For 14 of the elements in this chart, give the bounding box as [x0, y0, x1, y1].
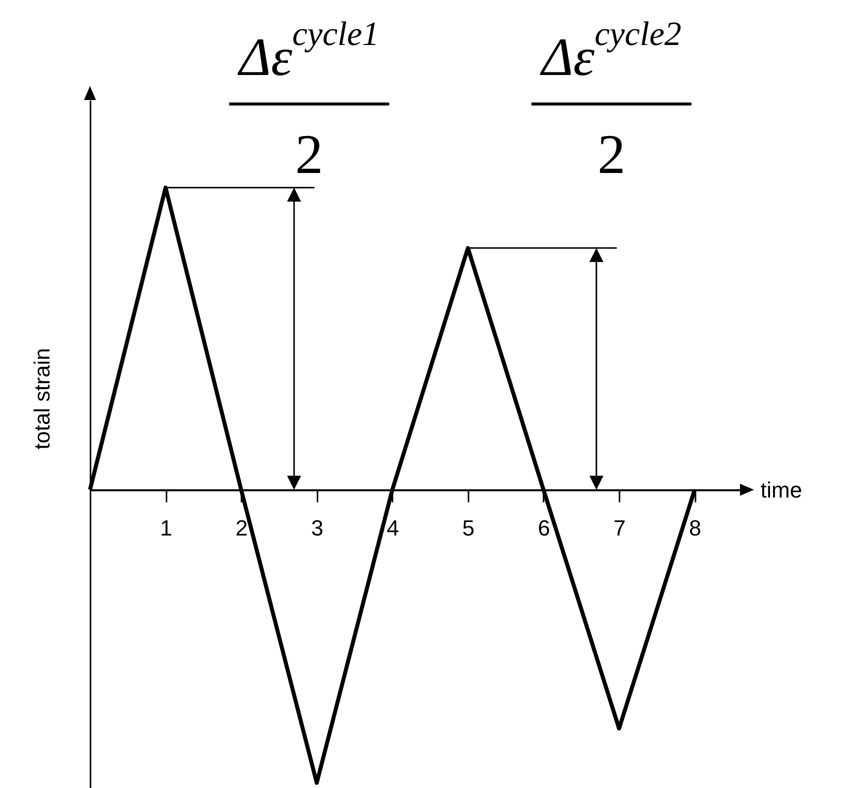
text: Δε$^{cycle2}$: [540, 16, 682, 87]
x-tick-label: 7: [613, 515, 626, 540]
x-axis-title: time: [760, 477, 802, 502]
x-tick-label: 8: [689, 515, 702, 540]
x-tick-label: 3: [311, 515, 324, 540]
x-tick-label: 5: [462, 515, 475, 540]
x-tick-label: 4: [386, 515, 399, 540]
text: 2: [295, 124, 324, 186]
y-axis-title: total strain: [30, 348, 54, 450]
text: 2: [598, 124, 626, 186]
text: Δε$^{cycle1}$: [237, 16, 380, 87]
x-tick-label: 1: [160, 515, 172, 540]
x-tick-label: 2: [236, 515, 248, 540]
x-tick-label: 6: [538, 515, 550, 540]
